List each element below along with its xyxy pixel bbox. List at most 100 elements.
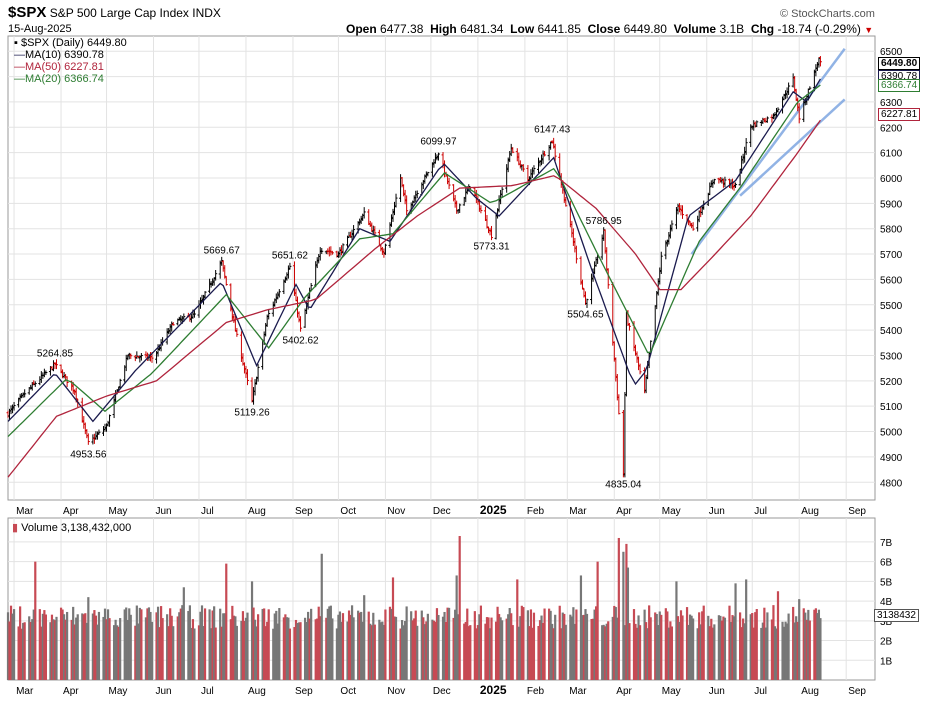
brand[interactable]: © StockCharts.com [780,8,875,20]
volume-bar [241,611,245,680]
volume-y-tick-label: 7B [880,538,893,549]
volume-bar [623,625,627,680]
volume-bar [437,615,440,680]
volume-bar [485,617,489,680]
volume-bar [70,619,73,680]
volume-plot-frame [7,517,876,681]
volume-bar [604,626,607,680]
volume-bar [678,621,681,680]
volume-y-tick-label: 4B [880,597,893,608]
volume-bar [701,611,704,680]
volume-bar [484,623,487,680]
volume-bar [84,613,87,680]
volume-bar [413,618,416,680]
volume-bar [341,613,345,680]
price-x-tick-label: Aug [248,506,266,517]
volume-x-tick-label: Dec [433,686,451,697]
volume-bar [807,609,810,680]
volume-x-tick-label: Jul [201,686,214,697]
volume-bar [487,617,490,680]
volume-bar [108,618,111,680]
volume-bar [751,613,754,680]
volume-bar [728,605,731,680]
volume-bar [113,625,116,680]
legend-ma20-text: MA(20) 6366.74 [25,73,104,85]
volume-y-tick-label: 5B [880,577,893,588]
volume-bar [764,627,767,680]
volume-bar [250,581,254,680]
price-annotations: 5264.85 4953.56 5669.67 5119.26 5651.62 5402.… [37,125,642,491]
volume-bar [813,609,816,680]
volume-bar [681,615,684,680]
volume-bar [722,616,725,680]
price-y-tick-label: 5800 [880,225,903,236]
volume-bar [40,626,43,680]
volume-bar [325,617,328,680]
volume-bar [581,615,584,680]
volume-bar [232,615,235,680]
volume-x-tick-label: Jul [754,686,767,697]
moving-average-lines [7,78,821,478]
legend-price-text: $SPX (Daily) 6449.80 [20,37,127,49]
volume-bar [702,605,705,680]
price-x-tick-label: Oct [340,506,356,517]
volume-bar [711,627,714,680]
volume-bar [551,623,554,680]
volume-x-tick-label: Apr [616,686,632,697]
volume-value: 3.1B [719,22,745,36]
volume-bar [373,624,376,680]
price-y-tick-label: 5500 [880,301,903,312]
close-value: 6449.80 [623,22,667,36]
volume-bar [687,624,690,680]
volume-bar [299,622,302,680]
volume-bar [146,608,149,680]
volume-bar [337,614,340,680]
volume-bar [526,610,529,680]
volume-bar [59,607,63,680]
volume-bar [782,626,786,680]
volume-bar [219,608,222,680]
volume-bar [634,623,637,680]
volume-bar [19,606,22,680]
volume-bar [170,615,173,680]
volume-bar [538,620,542,680]
price-x-tick-label: Sep [295,506,313,517]
volume-bar [106,609,110,680]
volume-bar [123,609,126,680]
volume-bar [787,613,790,680]
volume-bar [444,621,448,680]
volume-bar [432,620,436,680]
volume-bar [349,614,352,680]
volume-bar [49,622,52,680]
volume-bar [200,605,204,680]
volume-bar [532,612,536,680]
volume-bar [404,621,407,680]
volume-bar [234,616,237,680]
high-label: High [430,22,457,36]
volume-bar [388,606,392,680]
trendline [739,98,846,197]
volume-bar [381,621,384,680]
volume-bar [119,618,122,680]
price-x-tick-label: Feb [527,506,545,517]
volume-bar [181,605,184,680]
volume-bar [240,620,243,680]
volume-bar [766,612,769,680]
price-annotation-label: 6099.97 [420,137,457,148]
volume-bar [34,561,37,680]
volume-bar [452,617,455,680]
volume-bar [329,605,332,680]
volume-bar [199,611,202,680]
volume-bar [488,628,492,680]
price-x-tick-label: Mar [16,506,34,517]
volume-bar [537,626,540,680]
volume-bar [308,618,311,680]
volume-bar [649,617,652,680]
volume-bar [399,628,402,680]
volume-bar [94,615,98,680]
volume-bar [617,537,620,680]
volume-bar [384,609,387,680]
volume-bar [590,618,593,680]
volume-bar [391,577,395,680]
volume-bar [573,623,576,680]
